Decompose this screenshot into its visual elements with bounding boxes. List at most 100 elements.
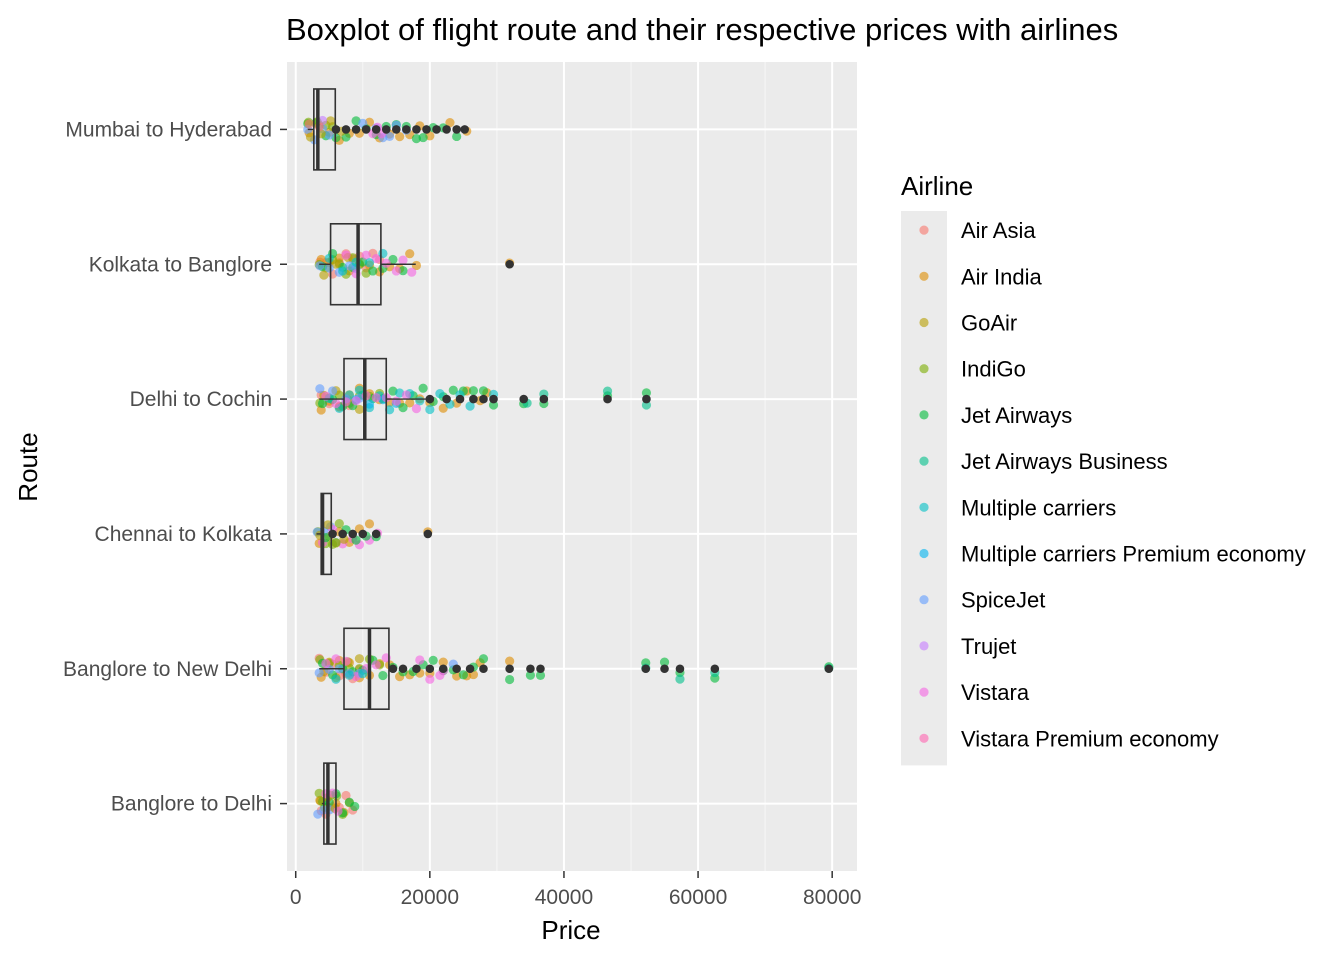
y-axis: Mumbai to Hyderabad Kolkata to Banglore De… xyxy=(63,118,287,816)
outlier-point xyxy=(442,125,451,134)
chart-title: Boxplot of flight route and their respec… xyxy=(286,12,1118,47)
data-point xyxy=(391,266,401,276)
y-tick-label-banglore-to-new-delhi: Banglore to New Delhi xyxy=(63,658,272,681)
outliers xyxy=(328,125,834,674)
data-point xyxy=(405,398,415,408)
outlier-point xyxy=(489,394,498,404)
legend-key-air-asia xyxy=(919,225,929,235)
outlier-point xyxy=(425,664,435,674)
data-point xyxy=(478,386,489,396)
legend-label-spicejet: SpiceJet xyxy=(961,588,1045,613)
outlier-point xyxy=(432,125,441,134)
data-point xyxy=(331,259,341,269)
outlier-point xyxy=(338,529,347,539)
data-point xyxy=(321,658,331,669)
data-point xyxy=(385,405,395,415)
outlier-point xyxy=(402,125,411,134)
outlier-point xyxy=(412,664,421,674)
data-point xyxy=(411,404,422,414)
outlier-point xyxy=(371,529,381,539)
data-point xyxy=(418,132,428,143)
outlier-point xyxy=(479,394,488,404)
data-point xyxy=(324,253,334,264)
data-point xyxy=(338,266,348,276)
outlier-point xyxy=(675,664,685,674)
y-tick-label-delhi-to-cochin: Delhi to Cochin xyxy=(130,388,272,411)
data-point xyxy=(364,399,375,409)
plot-panel xyxy=(287,62,857,871)
x-tick-label: 0 xyxy=(290,886,302,909)
data-point xyxy=(328,788,338,798)
legend-label-air-india: Air India xyxy=(961,264,1042,289)
data-point xyxy=(407,267,417,277)
outlier-point xyxy=(423,529,433,539)
data-point xyxy=(525,670,536,680)
data-point xyxy=(418,383,428,393)
data-point xyxy=(448,385,458,395)
legend-key-vistara xyxy=(919,687,929,697)
data-point xyxy=(333,806,343,816)
legend-label-goair: GoAir xyxy=(961,311,1017,336)
data-point xyxy=(354,404,365,415)
x-axis-title: Price xyxy=(541,915,600,945)
outlier-point xyxy=(348,529,358,539)
data-point xyxy=(350,801,360,812)
outlier-point xyxy=(660,664,669,674)
x-tick-label: 60000 xyxy=(669,886,727,909)
data-point xyxy=(405,249,415,259)
outlier-point xyxy=(341,125,351,134)
data-point xyxy=(324,130,334,140)
box xyxy=(323,762,337,845)
boxes xyxy=(307,88,427,845)
panel-background xyxy=(287,62,857,871)
outlier-point xyxy=(422,125,431,134)
data-point xyxy=(325,116,336,126)
outlier-point xyxy=(398,664,408,674)
data-point xyxy=(361,250,371,260)
data-point xyxy=(364,519,375,529)
legend-key-indigo xyxy=(919,364,929,374)
data-point xyxy=(425,404,435,415)
y-axis-title: Route xyxy=(13,432,43,501)
outlier-point xyxy=(539,394,549,404)
data-point xyxy=(378,670,388,681)
outlier-point xyxy=(526,664,535,674)
data-point xyxy=(341,656,351,666)
data-point xyxy=(319,270,329,280)
outlier-point xyxy=(505,259,514,269)
data-point xyxy=(602,386,613,396)
outlier-point xyxy=(505,664,514,674)
data-point xyxy=(381,258,391,268)
x-axis: 0 20000 40000 60000 80000 xyxy=(290,871,861,909)
data-point xyxy=(314,668,324,678)
data-point xyxy=(401,390,411,400)
data-point xyxy=(385,131,395,142)
data-point xyxy=(641,388,652,398)
outlier-point xyxy=(358,529,368,539)
legend-key-spicejet xyxy=(919,595,929,605)
outlier-point xyxy=(710,664,720,674)
data-point xyxy=(314,788,324,798)
legend-title: Airline xyxy=(901,171,973,201)
data-point xyxy=(505,656,515,666)
outlier-point xyxy=(465,664,475,674)
data-point xyxy=(458,670,468,680)
legend-label-air-asia: Air Asia xyxy=(961,218,1036,243)
x-tick-label: 40000 xyxy=(535,886,593,909)
x-tick-label: 80000 xyxy=(803,886,861,909)
y-tick-label-mumbai-to-hyderabad: Mumbai to Hyderabad xyxy=(65,118,272,141)
outlier-point xyxy=(603,394,612,404)
data-point xyxy=(535,670,546,680)
legend-key-multiple-carriers-premium-economy xyxy=(919,548,929,559)
outlier-point xyxy=(371,125,381,134)
data-point xyxy=(388,254,398,265)
data-point xyxy=(328,386,338,396)
data-point xyxy=(452,131,462,142)
outlier-point xyxy=(479,664,488,674)
data-point xyxy=(428,655,438,665)
outlier-point xyxy=(536,664,545,674)
outlier-point xyxy=(452,125,461,134)
outlier-point xyxy=(460,125,470,134)
outlier-point xyxy=(331,125,341,134)
